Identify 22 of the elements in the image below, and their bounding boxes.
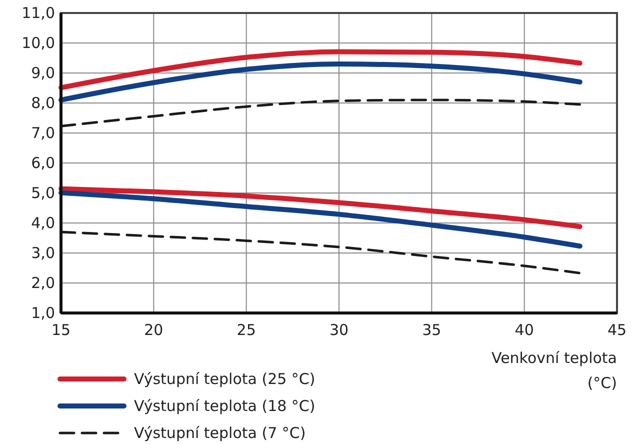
y-tick-label: 2,0 <box>31 274 55 292</box>
x-axis-title: Venkovní teplota (°C) <box>491 349 617 392</box>
y-tick-label: 10,0 <box>22 34 55 52</box>
x-tick-label: 15 <box>51 321 71 339</box>
legend-label: Výstupní teplota (18 °C) <box>134 397 316 415</box>
y-tick-label: 7,0 <box>31 124 55 142</box>
x-tick-label: 35 <box>422 321 442 339</box>
y-tick-label: 1,0 <box>31 304 55 322</box>
x-tick-label: 40 <box>514 321 534 339</box>
y-tick-label: 5,0 <box>31 184 55 202</box>
legend-label: Výstupní teplota (25 °C) <box>134 370 316 388</box>
x-tick-label: 30 <box>329 321 349 339</box>
x-tick-label: 20 <box>144 321 164 339</box>
y-tick-label: 11,0 <box>22 4 55 22</box>
legend-label: Výstupní teplota (7 °C) <box>134 424 306 442</box>
x-tick-label: 45 <box>607 321 627 339</box>
y-tick-label: 8,0 <box>31 94 55 112</box>
x-tick-label: 25 <box>236 321 256 339</box>
y-tick-label: 3,0 <box>31 244 55 262</box>
y-tick-label: 4,0 <box>31 214 55 232</box>
y-tick-label: 9,0 <box>31 64 55 82</box>
y-tick-label: 6,0 <box>31 154 55 172</box>
